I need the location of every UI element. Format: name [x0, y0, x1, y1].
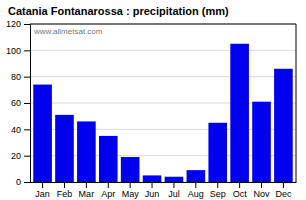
x-tick: Jan: [35, 182, 50, 199]
x-tick-label: Aug: [188, 189, 204, 199]
frame-line: [296, 24, 297, 182]
y-tick-label: 80: [11, 72, 21, 82]
x-tick: Mar: [79, 182, 95, 199]
y-tick-mark: [24, 182, 30, 183]
x-tick-label: May: [122, 189, 140, 199]
grid-line: [30, 76, 296, 77]
x-tick-mark: [42, 182, 43, 188]
bar: [230, 44, 249, 182]
x-tick-mark: [173, 182, 174, 188]
x-tick: Nov: [254, 182, 271, 199]
watermark: www.allmetsat.com: [33, 27, 103, 36]
y-tick: 20: [11, 151, 30, 161]
chart-title: Catania Fontanarossa : precipitation (mm…: [8, 5, 229, 17]
x-tick: Feb: [57, 182, 73, 199]
x-tick-mark: [130, 182, 131, 188]
x-tick-label: Dec: [275, 189, 292, 199]
x-tick-mark: [261, 182, 262, 188]
x-tick-label: Oct: [233, 189, 248, 199]
x-tick-mark: [64, 182, 65, 188]
x-tick-label: Sep: [210, 189, 226, 199]
bar: [121, 157, 140, 182]
x-axis: Jan Feb Mar Apr May Jun Jul Aug Sep Oct Nov Dec: [31, 182, 297, 199]
x-tick-mark: [195, 182, 196, 188]
plot-area: 0 20 40 60 80 100 120 Jan Feb Mar Apr May Jun Jul Aug S…: [6, 19, 297, 199]
x-tick-label: Mar: [79, 189, 95, 199]
y-tick-mark: [24, 103, 30, 104]
x-tick-mark: [152, 182, 153, 188]
y-tick-mark: [24, 129, 30, 130]
x-tick-label: Jun: [145, 189, 160, 199]
grid: [30, 24, 296, 182]
axis-domain: [31, 182, 297, 183]
grid-line: [30, 24, 296, 25]
x-tick-mark: [283, 182, 284, 188]
x-tick: Oct: [233, 182, 248, 199]
y-tick-mark: [24, 77, 30, 78]
grid-line: [30, 50, 296, 51]
x-tick-label: Feb: [57, 189, 73, 199]
y-axis: 0 20 40 60 80 100 120: [6, 19, 31, 187]
bar: [99, 136, 118, 182]
y-tick: 60: [11, 98, 30, 108]
x-tick: May: [122, 182, 140, 199]
y-tick-label: 120: [6, 19, 21, 29]
bar: [165, 177, 184, 182]
x-tick-label: Jan: [35, 189, 50, 199]
x-tick: Aug: [188, 182, 204, 199]
y-tick-label: 20: [11, 151, 21, 161]
bar: [208, 123, 227, 182]
x-tick-label: Jul: [168, 189, 180, 199]
x-tick-mark: [86, 182, 87, 188]
x-tick: Sep: [210, 182, 226, 199]
y-tick: 80: [11, 72, 30, 82]
bar: [33, 85, 52, 182]
x-tick-mark: [239, 182, 240, 188]
chart-svg: Catania Fontanarossa : precipitation (mm…: [0, 0, 306, 200]
y-tick-label: 60: [11, 98, 21, 108]
y-tick: 40: [11, 125, 30, 135]
x-tick: Jul: [168, 182, 180, 199]
y-tick: 100: [6, 46, 30, 56]
x-tick: Jun: [145, 182, 160, 199]
x-tick-label: Nov: [254, 189, 271, 199]
axis-domain: [24, 25, 31, 183]
bar: [143, 175, 162, 182]
y-tick-mark: [24, 50, 30, 51]
bar: [187, 170, 206, 182]
x-tick-mark: [108, 182, 109, 188]
x-tick-label: Apr: [101, 189, 115, 199]
x-tick-mark: [217, 182, 218, 188]
bar: [77, 121, 96, 182]
frame-line: [30, 24, 296, 25]
y-tick-mark: [24, 24, 30, 25]
y-tick-label: 40: [11, 125, 21, 135]
y-tick: 120: [6, 19, 30, 29]
y-tick-label: 100: [6, 46, 21, 56]
bar: [252, 102, 271, 182]
x-tick: Apr: [101, 182, 115, 199]
bar: [274, 69, 293, 182]
chart-container: Catania Fontanarossa : precipitation (mm…: [0, 0, 306, 200]
y-tick-mark: [24, 156, 30, 157]
x-tick: Dec: [275, 182, 292, 199]
y-tick-label: 0: [16, 177, 21, 187]
bars: [33, 44, 292, 182]
y-tick: 0: [16, 177, 30, 187]
bar: [55, 115, 74, 182]
